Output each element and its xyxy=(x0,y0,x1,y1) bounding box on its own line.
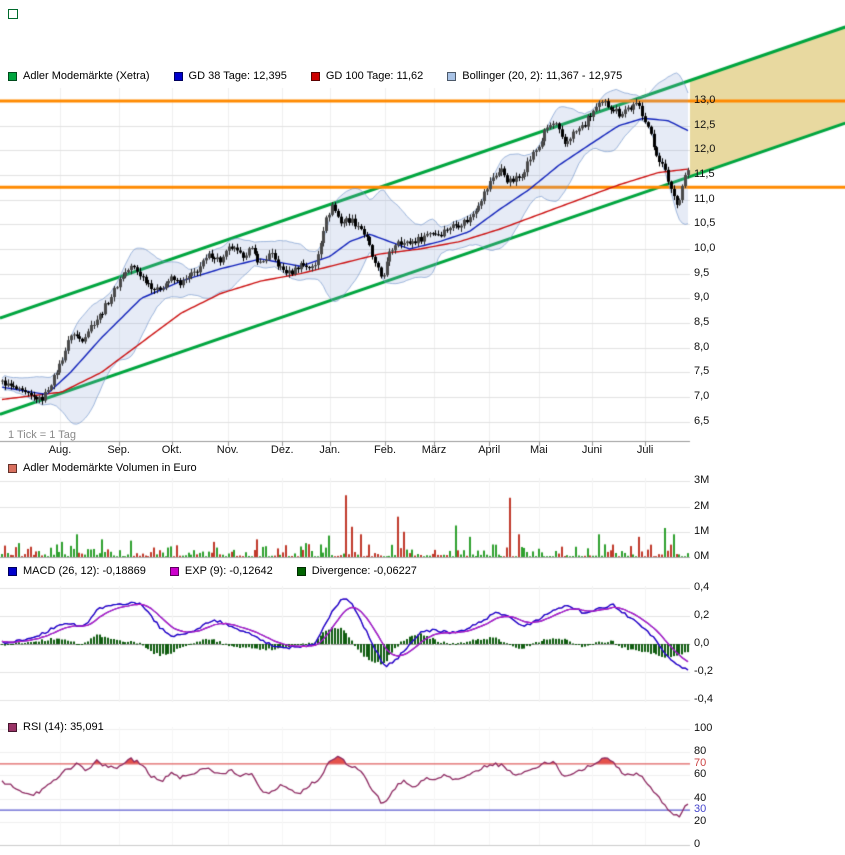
volume-tick-label: 3M xyxy=(694,474,710,487)
rsi-tick-label: 80 xyxy=(694,745,707,758)
month-label: Juli xyxy=(636,444,654,456)
gd38-label: GD 38 Tage: 12,395 xyxy=(188,70,287,82)
rsi-swatch-icon xyxy=(8,722,17,732)
month-label: April xyxy=(478,444,501,456)
legend-item-divergence: Divergence: -0,06227 xyxy=(296,565,417,577)
volume-tick-label: 0M xyxy=(694,550,710,562)
month-label: März xyxy=(421,444,447,456)
legend-item-gd38: GD 38 Tage: 12,395 xyxy=(173,70,287,82)
price-tick-label: 9,0 xyxy=(694,291,710,304)
price-tick-label: 11,0 xyxy=(694,192,715,205)
macd-label: MACD (26, 12): -0,18869 xyxy=(23,565,146,577)
macd-tick-label: 0,0 xyxy=(694,637,710,649)
month-label: Feb. xyxy=(374,444,397,456)
window-icon xyxy=(8,9,18,19)
volume-legend: Adler Modemärkte Volumen in Euro xyxy=(8,462,197,474)
price-tick-label: 12,0 xyxy=(694,143,716,156)
rsi-tick-label: 100 xyxy=(694,722,713,734)
price-chart-legend: Adler Modemärkte (Xetra) GD 38 Tage: 12,… xyxy=(8,70,622,82)
rsi-tick-label: 30 xyxy=(694,803,707,816)
volume-label: Adler Modemärkte Volumen in Euro xyxy=(23,462,197,474)
price-tick-label: 10,0 xyxy=(694,241,716,254)
bollinger-label: Bollinger (20, 2): 11,367 - 12,975 xyxy=(462,70,623,82)
legend-item-rsi: RSI (14): 35,091 xyxy=(8,721,104,733)
divergence-label: Divergence: -0,06227 xyxy=(311,565,417,577)
price-tick-label: 7,0 xyxy=(694,389,710,402)
volume-swatch-icon xyxy=(8,463,17,473)
price-tick-label: 7,5 xyxy=(694,365,710,378)
month-label: Sep. xyxy=(107,444,130,456)
month-label: Jan. xyxy=(319,444,341,456)
rsi-tick-label: 40 xyxy=(694,791,707,804)
rsi-tick-label: 70 xyxy=(694,756,707,769)
bollinger-swatch-icon xyxy=(447,71,457,81)
rsi-tick-label: 0 xyxy=(694,838,701,850)
exp-swatch-icon xyxy=(169,566,179,576)
legend-item-gd100: GD 100 Tage: 11,62 xyxy=(310,70,424,82)
tick-unit-note: 1 Tick = 1 Tag xyxy=(8,429,76,441)
price-tick-label: 6,5 xyxy=(694,414,710,427)
gd100-swatch-icon xyxy=(310,71,320,81)
rsi-label: RSI (14): 35,091 xyxy=(23,721,104,733)
price-tick-label: 9,5 xyxy=(694,266,710,279)
month-label: Nov. xyxy=(216,444,239,456)
macd-tick-label: -0,2 xyxy=(694,665,713,677)
macd-tick-label: 0,4 xyxy=(694,581,710,593)
month-label: Okt. xyxy=(161,444,182,456)
price-tick-label: 8,5 xyxy=(694,315,710,328)
macd-swatch-icon xyxy=(8,566,17,576)
rsi-legend: RSI (14): 35,091 xyxy=(8,721,104,733)
legend-item-instrument: Adler Modemärkte (Xetra) xyxy=(8,70,150,82)
legend-item-bollinger: Bollinger (20, 2): 11,367 - 12,975 xyxy=(447,70,622,82)
legend-item-exp: EXP (9): -0,12642 xyxy=(169,565,273,577)
gd100-label: GD 100 Tage: 11,62 xyxy=(325,70,424,82)
divergence-swatch-icon xyxy=(296,566,306,576)
month-label: Dez. xyxy=(270,444,294,456)
month-label: Juni xyxy=(581,444,603,456)
month-label: Mai xyxy=(530,444,548,456)
rsi-tick-label: 20 xyxy=(694,814,707,827)
price-tick-label: 11,5 xyxy=(694,167,715,180)
rsi-tick-label: 60 xyxy=(694,768,707,781)
exp-label: EXP (9): -0,12642 xyxy=(184,565,273,577)
gd38-swatch-icon xyxy=(173,71,183,81)
macd-legend: MACD (26, 12): -0,18869 EXP (9): -0,1264… xyxy=(8,565,417,577)
volume-tick-label: 2M xyxy=(694,499,710,512)
legend-item-volume: Adler Modemärkte Volumen in Euro xyxy=(8,462,197,474)
instrument-label: Adler Modemärkte (Xetra) xyxy=(23,70,150,82)
price-tick-label: 12,5 xyxy=(694,118,716,131)
price-tick-label: 13,0 xyxy=(694,94,716,106)
legend-item-macd: MACD (26, 12): -0,18869 xyxy=(8,565,146,577)
month-label: Aug. xyxy=(48,444,72,456)
instrument-swatch-icon xyxy=(8,71,17,81)
macd-tick-label: 0,2 xyxy=(694,609,710,621)
price-tick-label: 10,5 xyxy=(694,217,716,230)
macd-tick-label: -0,4 xyxy=(694,693,713,705)
volume-tick-label: 1M xyxy=(694,524,710,537)
price-tick-label: 8,0 xyxy=(694,340,710,353)
